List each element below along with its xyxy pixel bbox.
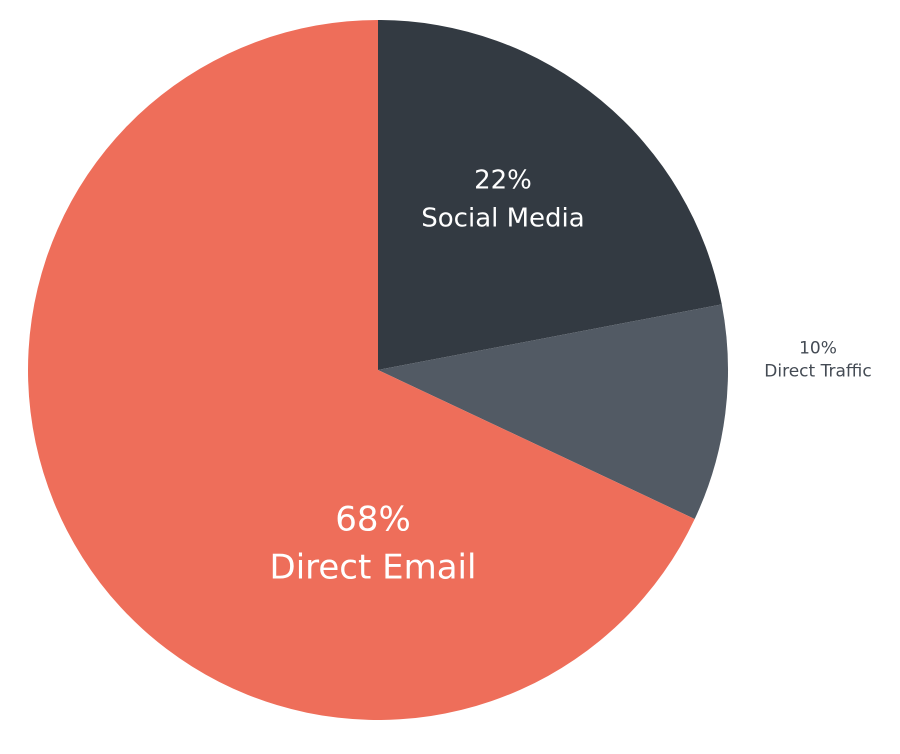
value-label: 22% — [474, 166, 532, 196]
pie-slice — [378, 20, 722, 370]
category-label: Social Media — [421, 204, 584, 234]
value-label: 68% — [335, 500, 411, 540]
category-label: Direct Traffic — [764, 362, 871, 382]
value-label: 10% — [799, 339, 837, 359]
pie-slice — [27, 20, 695, 720]
pie-slice — [378, 304, 729, 520]
category-label: Direct Email — [270, 548, 477, 588]
